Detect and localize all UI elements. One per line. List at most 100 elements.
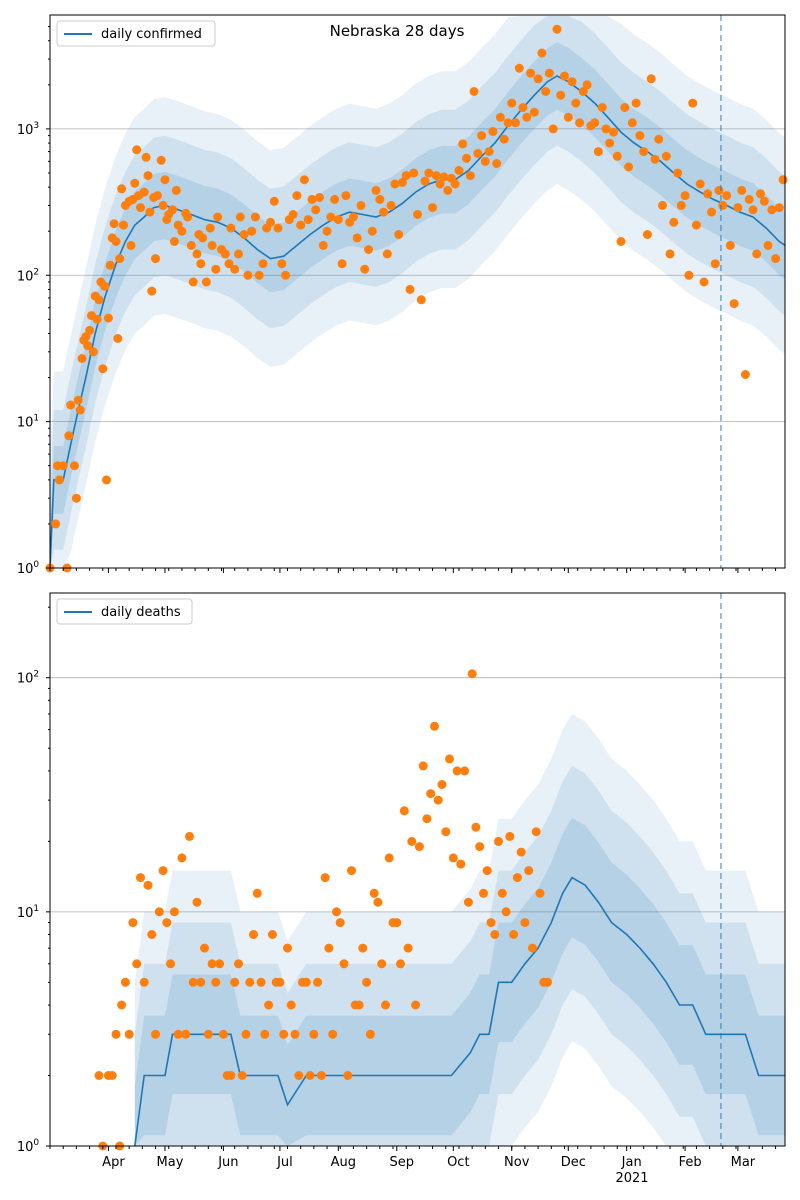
data-point [83, 341, 93, 351]
data-point [277, 259, 287, 269]
data-point [382, 249, 392, 259]
data-point [482, 866, 492, 876]
data-point [375, 194, 385, 204]
data-point [152, 191, 162, 201]
x-tick-label: Sep [390, 1155, 415, 1170]
data-point [522, 112, 532, 122]
x-axis-year-label: 2021 [615, 1171, 648, 1186]
data-point [290, 1029, 300, 1039]
data-point [658, 200, 667, 210]
data-point [639, 147, 649, 157]
data-point [563, 112, 573, 122]
data-point [744, 194, 754, 204]
data-point [309, 1029, 319, 1039]
data-point [198, 233, 208, 243]
data-point [196, 977, 206, 987]
data-point [552, 24, 562, 34]
confirmed-x-ticks [49, 568, 777, 573]
data-point [224, 259, 234, 269]
data-point [347, 866, 356, 876]
data-point [714, 185, 724, 195]
data-point [448, 853, 458, 863]
data-point [305, 1071, 315, 1080]
data-point [273, 223, 283, 233]
data-point [514, 63, 524, 73]
data-point [593, 147, 603, 157]
x-tick-label: Jun [217, 1155, 238, 1170]
data-point [759, 196, 769, 206]
data-point [109, 219, 119, 229]
data-point [484, 147, 494, 157]
data-point [396, 959, 405, 969]
data-point [411, 1000, 421, 1010]
data-point [384, 853, 394, 863]
data-point [192, 249, 202, 259]
data-point [516, 847, 526, 857]
data-point [234, 959, 243, 969]
deaths-axes-frame [49, 592, 786, 1147]
data-point [292, 191, 302, 201]
data-point [364, 245, 373, 254]
data-point [311, 205, 321, 215]
data-point [119, 220, 128, 230]
data-point [267, 930, 277, 939]
data-point [505, 831, 515, 841]
data-point [413, 210, 422, 219]
data-point [710, 259, 720, 269]
data-point [365, 1029, 375, 1039]
data-point [774, 203, 784, 213]
data-point [390, 179, 400, 189]
data-point [335, 918, 345, 928]
data-point [533, 74, 543, 84]
data-point [230, 977, 240, 987]
x-tick-label: Mar [731, 1155, 756, 1170]
data-point [409, 168, 419, 178]
data-point [426, 789, 436, 799]
data-point [460, 766, 470, 776]
data-point [511, 118, 520, 128]
data-point [571, 98, 581, 108]
data-point [279, 1029, 289, 1039]
data-point [778, 175, 788, 185]
data-point [154, 907, 164, 917]
data-point [424, 168, 434, 178]
x-tick-label: May [157, 1155, 184, 1170]
data-point [245, 977, 255, 987]
data-point [177, 226, 187, 236]
data-point [160, 175, 170, 185]
chart-title: Nebraska 28 days [330, 22, 465, 40]
data-point [473, 148, 483, 158]
data-point [371, 185, 381, 195]
data-point [126, 240, 136, 250]
data-point [307, 194, 317, 204]
data-point [322, 226, 332, 236]
data-point [249, 930, 258, 939]
data-point [669, 217, 679, 227]
data-point [136, 203, 145, 213]
data-point [343, 1071, 353, 1080]
data-point [73, 395, 83, 405]
data-point [405, 284, 415, 294]
data-point [173, 1029, 183, 1039]
data-point [64, 431, 74, 441]
data-point [567, 77, 577, 87]
data-point [288, 210, 298, 219]
data-point [494, 836, 503, 846]
data-point [767, 205, 777, 215]
data-point [201, 277, 211, 287]
data-point [752, 249, 762, 259]
data-point [113, 334, 123, 343]
data-point [237, 1071, 247, 1080]
data-point [339, 959, 349, 969]
data-point [320, 873, 330, 883]
data-point [684, 270, 694, 280]
data-point [200, 943, 209, 953]
data-point [299, 175, 309, 185]
x-tick-label: Dec [561, 1155, 586, 1170]
data-point [92, 314, 102, 324]
data-point [264, 1000, 274, 1010]
data-point [537, 48, 547, 58]
data-point [578, 87, 588, 96]
data-point [439, 172, 449, 182]
